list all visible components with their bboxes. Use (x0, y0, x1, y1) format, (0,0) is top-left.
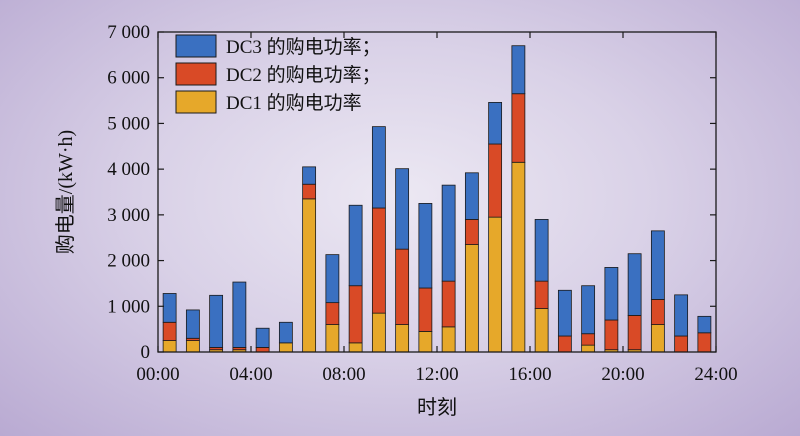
bar-dc2-12 (418, 287, 433, 332)
bar-dc1-11 (395, 324, 410, 353)
bar-dc3-24 (697, 315, 712, 334)
y-tick-label: 0 (141, 342, 151, 363)
bars (162, 45, 712, 353)
x-tick-label: 04:00 (229, 364, 272, 385)
bar-dc3-19 (581, 285, 596, 335)
x-tick-label: 24:00 (694, 364, 737, 385)
y-tick-label: 7 000 (107, 22, 150, 43)
bar-dc3-1 (162, 293, 177, 323)
bar-dc3-9 (348, 204, 363, 287)
bar-dc2-5 (255, 347, 270, 353)
bar-dc1-17 (534, 308, 549, 353)
legend: DC3 的购电功率； DC2 的购电功率； DC1 的购电功率 (175, 34, 381, 114)
bar-dc2-8 (325, 302, 340, 325)
bar-dc3-18 (557, 289, 572, 337)
bar-dc2-19 (581, 333, 596, 346)
bar-dc3-6 (278, 321, 293, 344)
bar-dc2-20 (604, 319, 619, 351)
legend-swatch-dc3 (175, 34, 217, 58)
bar-dc2-16 (511, 93, 526, 163)
bar-dc3-22 (650, 230, 665, 300)
bar-dc2-17 (534, 280, 549, 309)
x-tick-label: 16:00 (508, 364, 551, 385)
x-tick-label: 08:00 (322, 364, 365, 385)
y-axis-title: 购电量/(kW·h) (54, 130, 77, 254)
bar-dc3-5 (255, 327, 270, 348)
bar-dc3-11 (395, 168, 410, 250)
bar-dc2-9 (348, 285, 363, 344)
y-tick-label: 3 000 (107, 205, 150, 226)
axes: 0 1 000 2 000 3 000 4 000 5 000 6 000 7 000 00:0… (107, 22, 737, 385)
bar-dc1-8 (325, 324, 340, 353)
bar-dc3-20 (604, 267, 619, 321)
bar-dc2-7 (302, 183, 317, 200)
legend-swatch-dc2 (175, 62, 217, 86)
bar-dc1-19 (581, 344, 596, 353)
bar-dc1-15 (488, 216, 503, 353)
bar-dc2-10 (371, 207, 386, 314)
legend-label-dc1: DC1 的购电功率 (226, 92, 362, 114)
bar-dc3-23 (674, 294, 689, 337)
x-axis-title: 时刻 (417, 396, 457, 419)
bar-dc3-4 (232, 281, 247, 348)
bar-dc3-15 (488, 102, 503, 145)
y-tick-label: 1 000 (107, 296, 150, 317)
bar-dc2-23 (674, 335, 689, 353)
bar-dc1-9 (348, 342, 363, 353)
bar-dc1-13 (441, 326, 456, 353)
bar-dc2-18 (557, 335, 572, 353)
bar-dc3-14 (464, 172, 479, 220)
bar-dc1-16 (511, 161, 526, 353)
bar-dc3-17 (534, 219, 549, 282)
bar-dc2-11 (395, 248, 410, 325)
bar-dc1-1 (162, 340, 177, 353)
bar-dc1-7 (302, 198, 317, 353)
legend-label-dc3: DC3 的购电功率； (226, 36, 381, 58)
bar-dc3-16 (511, 45, 526, 95)
bar-dc1-22 (650, 324, 665, 353)
y-tick-label: 6 000 (107, 68, 150, 89)
bar-dc2-13 (441, 280, 456, 328)
bar-dc3-13 (441, 184, 456, 282)
bar-dc3-12 (418, 203, 433, 289)
bar-dc1-2 (185, 340, 200, 353)
bar-dc1-12 (418, 331, 433, 353)
x-tick-label: 12:00 (415, 364, 458, 385)
legend-swatch-dc1 (175, 90, 217, 114)
bar-dc1-6 (278, 342, 293, 353)
bar-dc3-10 (371, 126, 386, 209)
y-tick-label: 5 000 (107, 113, 150, 134)
bar-dc3-21 (627, 253, 642, 316)
bar-dc3-8 (325, 254, 340, 304)
bar-dc2-22 (650, 299, 665, 325)
y-tick-label: 4 000 (107, 159, 150, 180)
bar-dc2-24 (697, 332, 712, 353)
x-tick-label: 00:00 (136, 364, 179, 385)
bar-dc3-7 (302, 166, 317, 185)
x-tick-label: 20:00 (601, 364, 644, 385)
bar-dc1-10 (371, 312, 386, 353)
bar-dc2-1 (162, 321, 177, 341)
bar-dc3-3 (209, 294, 224, 348)
legend-label-dc2: DC2 的购电功率； (226, 64, 381, 86)
bar-dc3-2 (185, 309, 200, 339)
bar-dc2-21 (627, 315, 642, 351)
bar-dc1-14 (464, 244, 479, 353)
y-tick-label: 2 000 (107, 251, 150, 272)
bar-dc2-14 (464, 219, 479, 245)
bar-dc2-15 (488, 143, 503, 218)
